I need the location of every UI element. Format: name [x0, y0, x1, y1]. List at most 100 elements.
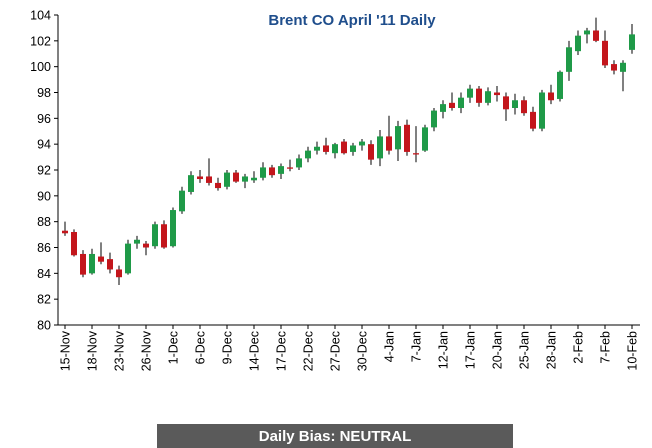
candle-body [89, 253, 95, 274]
chart-title: Brent CO April '11 Daily [268, 12, 436, 29]
x-tick-label: 1-Dec [167, 331, 181, 364]
candle-body [350, 145, 356, 152]
x-tick-label: 4-Jan [383, 331, 397, 362]
y-tick-label: 82 [37, 293, 51, 307]
candle-body [557, 71, 563, 99]
x-tick-label: 10-Feb [626, 331, 640, 371]
candle-body [359, 141, 365, 146]
x-tick-label: 30-Dec [356, 331, 370, 371]
candle-body [143, 243, 149, 248]
candle-body [611, 64, 617, 71]
candle-body [170, 210, 176, 247]
candle-body [296, 158, 302, 168]
candle-body [278, 166, 284, 174]
candle-body [368, 144, 374, 160]
candle-body [269, 167, 275, 176]
candle-body [548, 92, 554, 101]
candle-body [206, 176, 212, 183]
x-tick-label: 28-Jan [545, 331, 559, 369]
candle-body [620, 62, 626, 72]
candle-body [179, 190, 185, 212]
x-tick-label: 6-Dec [194, 331, 208, 364]
candle-body [233, 172, 239, 182]
x-tick-label: 9-Dec [221, 331, 235, 364]
x-tick-label: 27-Dec [329, 331, 343, 371]
footer-box [157, 424, 513, 448]
x-tick-label: 23-Nov [113, 330, 127, 371]
y-tick-label: 84 [37, 267, 51, 281]
candle-body [80, 253, 86, 275]
candle-body [134, 239, 140, 244]
candle-body [287, 167, 293, 169]
candle-body [431, 110, 437, 128]
candle-body [161, 224, 167, 248]
candle-body [116, 269, 122, 278]
candle-body [503, 96, 509, 110]
candle-body [575, 35, 581, 52]
candle-body [152, 224, 158, 247]
candle-body [314, 146, 320, 151]
x-tick-label: 18-Nov [86, 330, 100, 371]
candle-body [260, 167, 266, 178]
y-tick-label: 96 [37, 112, 51, 126]
x-tick-label: 20-Jan [491, 331, 505, 369]
candle-body [71, 232, 77, 256]
candle-body [125, 243, 131, 274]
y-tick-label: 94 [37, 138, 51, 152]
candle-body [440, 104, 446, 112]
y-tick-label: 88 [37, 215, 51, 229]
x-tick-label: 17-Dec [275, 331, 289, 371]
candle-body [377, 136, 383, 159]
candle-body [323, 145, 329, 152]
candle-body [539, 92, 545, 129]
y-tick-label: 92 [37, 164, 51, 178]
y-tick-label: 102 [30, 34, 51, 48]
candle-body [107, 259, 113, 270]
candle-body [485, 91, 491, 103]
candle-body [584, 30, 590, 35]
candle-body [593, 30, 599, 41]
candle-body [458, 97, 464, 108]
x-tick-label: 14-Dec [248, 331, 262, 371]
candle-body [602, 40, 608, 66]
candle-body [305, 150, 311, 159]
candle-body [530, 111, 536, 129]
candle-body [62, 230, 68, 234]
candle-body [413, 153, 419, 155]
candle-body [629, 34, 635, 50]
candle-body [449, 102, 455, 108]
y-tick-label: 86 [37, 241, 51, 255]
x-tick-label: 7-Feb [599, 331, 613, 364]
footer: Daily Bias: NEUTRAL [259, 428, 412, 445]
candle-body [395, 126, 401, 150]
x-tick-label: 2-Feb [572, 331, 586, 364]
candle-body [566, 47, 572, 72]
candle-body [521, 100, 527, 114]
x-tick-label: 22-Dec [302, 331, 316, 371]
candle-body [224, 172, 230, 187]
candle-body [422, 127, 428, 151]
candle-body [98, 256, 104, 262]
x-tick-label: 26-Nov [140, 330, 154, 371]
y-tick-label: 80 [37, 319, 51, 333]
candle-body [341, 141, 347, 154]
candle-body [404, 124, 410, 152]
x-tick-label: 25-Jan [518, 331, 532, 369]
x-tick-label: 15-Nov [59, 330, 73, 371]
candle-body [494, 92, 500, 96]
candle-body [332, 144, 338, 154]
x-tick-label: 7-Jan [410, 331, 424, 362]
candle-body [476, 88, 482, 103]
candle-body [215, 182, 221, 189]
x-tick-label: 12-Jan [437, 331, 451, 369]
candle-body [467, 88, 473, 98]
candle-body [197, 176, 203, 180]
candle-body [386, 136, 392, 151]
y-tick-label: 98 [37, 86, 51, 100]
candle-body [242, 176, 248, 182]
candle-body [512, 100, 518, 108]
y-tick-label: 100 [30, 60, 51, 74]
y-tick-label: 104 [30, 9, 51, 23]
y-tick-label: 90 [37, 189, 51, 203]
